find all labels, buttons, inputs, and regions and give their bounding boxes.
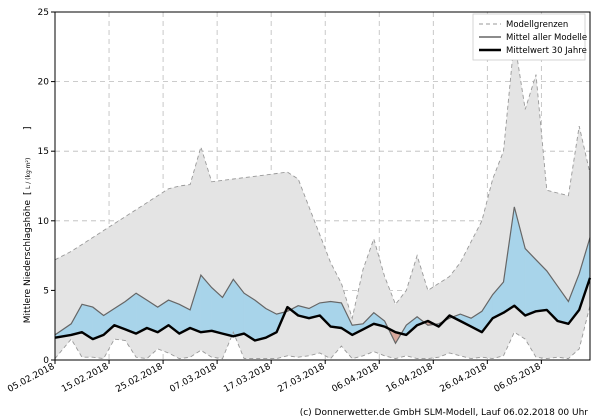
model-mean-line — [54, 206, 591, 345]
y-axis-label: Mittlere Niederschlagshöhe [ L / (kg·m²)… — [23, 126, 33, 323]
x-tick-label: 05.02.2018 — [6, 362, 56, 395]
y-tick-label: 5 — [43, 286, 49, 296]
model-envelope-area — [55, 39, 590, 359]
x-tick-label: 26.04.2018 — [439, 362, 489, 395]
legend-label: Mittel aller Modelle — [506, 33, 587, 43]
model-upper-bound-line — [54, 39, 591, 320]
y-tick-label: 10 — [38, 217, 50, 227]
x-tick-label: 06.04.2018 — [330, 362, 380, 395]
y-axis-ticks: 0 5 10 15 20 25 — [38, 8, 55, 366]
x-tick-label: 25.02.2018 — [114, 362, 164, 395]
difference-area-segment — [330, 301, 342, 329]
y-axis-label-bracket-right: ] — [23, 126, 33, 130]
x-tick-label: 16.04.2018 — [384, 362, 434, 395]
legend: Modellgrenzen Mittel aller Modelle Mittelw… — [472, 13, 587, 61]
credit-text: (c) Donnerwetter.de GmbH SLM-Modell, Lau… — [300, 408, 589, 418]
y-tick-label: 15 — [38, 147, 49, 157]
legend-label: Modellgrenzen — [506, 20, 568, 30]
x-tick-label: 15.02.2018 — [60, 362, 110, 395]
y-axis-label-bracket-left: [ — [23, 191, 33, 195]
legend-label: Mittelwert 30 Jahre — [506, 46, 587, 56]
y-axis-label-unit: L / (kg·m²) — [25, 158, 32, 189]
x-tick-label: 06.05.2018 — [493, 362, 543, 395]
y-tick-label: 0 — [43, 356, 49, 366]
x-tick-label: 27.03.2018 — [276, 362, 326, 395]
y-tick-label: 20 — [38, 78, 50, 88]
y-tick-label: 25 — [38, 8, 49, 18]
x-tick-label: 07.03.2018 — [168, 362, 218, 395]
y-axis-label-text: Mittlere Niederschlagshöhe — [23, 200, 33, 324]
climate-mean-line — [54, 277, 592, 342]
line-layer — [54, 39, 592, 360]
plot-frame — [54, 11, 591, 361]
x-axis-ticks: 05.02.2018 15.02.2018 25.02.2018 07.03.2018… — [6, 360, 543, 395]
x-tick-label: 17.03.2018 — [222, 362, 272, 395]
model-lower-bound-line — [54, 305, 591, 360]
